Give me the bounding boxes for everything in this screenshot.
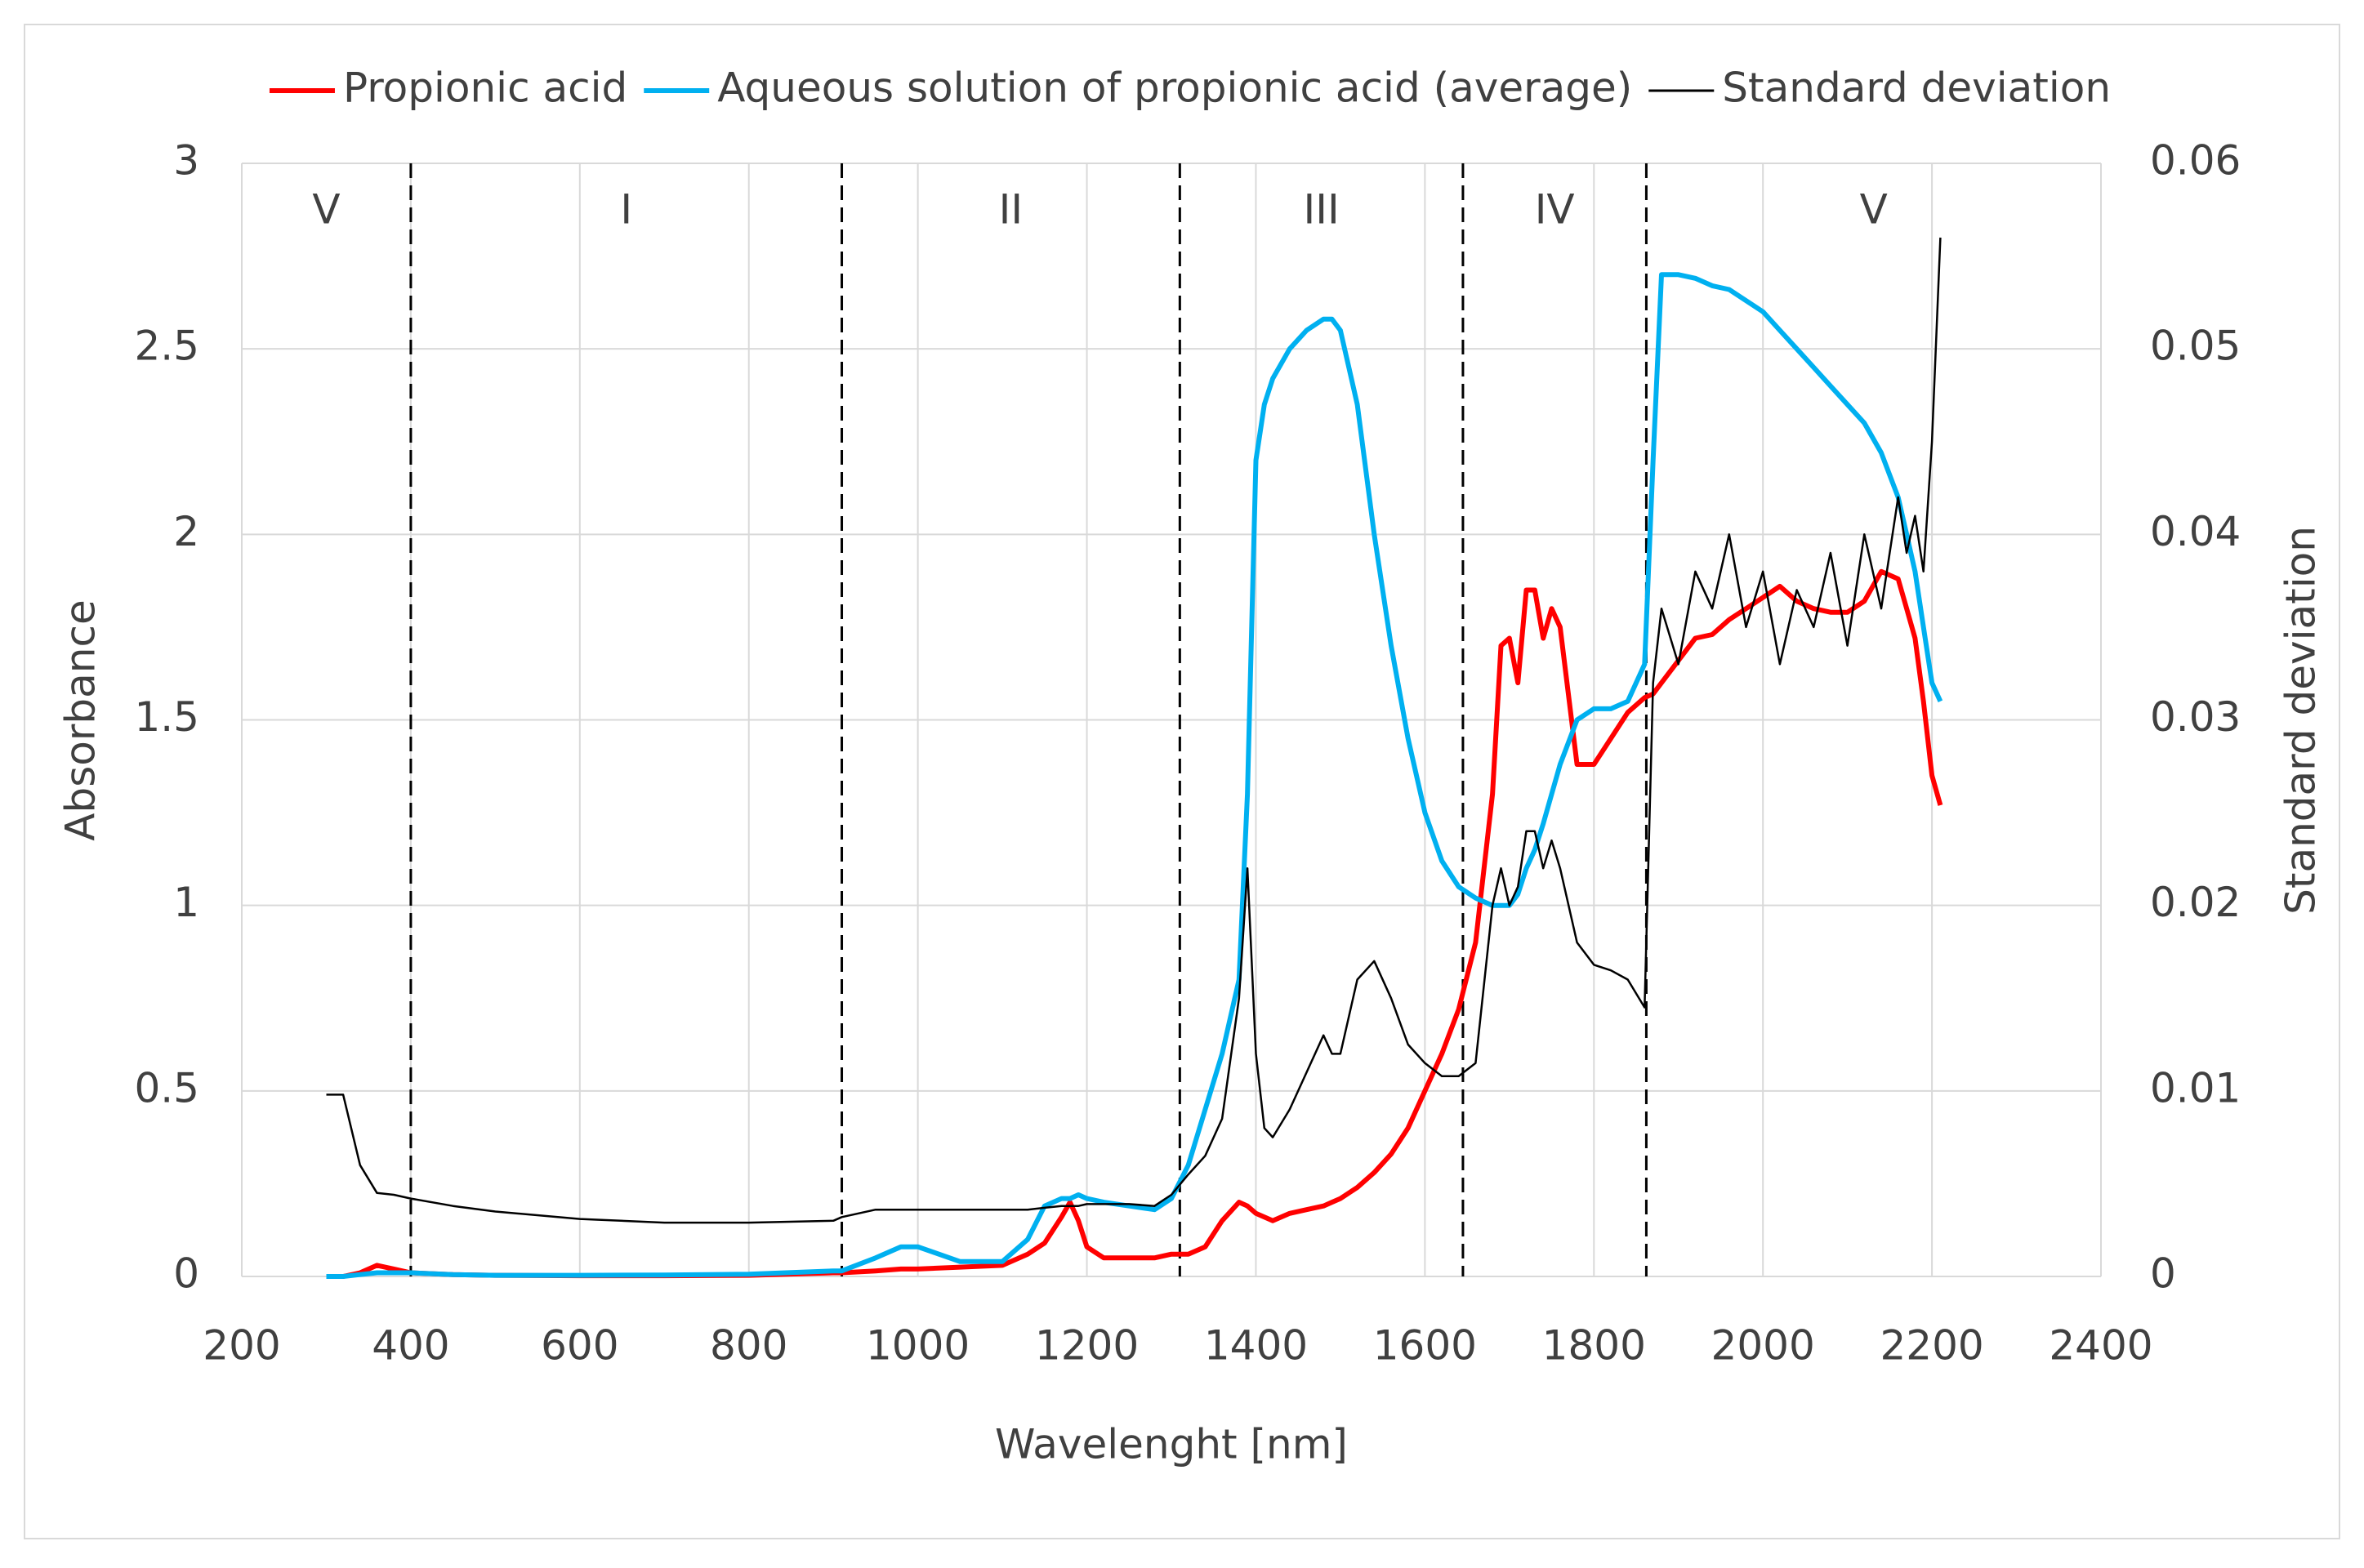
series-line <box>326 237 1942 1224</box>
x-tick-label: 1200 <box>1035 1322 1139 1370</box>
legend-label: Aqueous solution of propionic acid (aver… <box>717 65 1632 112</box>
y-tick-label: 1.5 <box>134 693 199 741</box>
x-tick-label: 2400 <box>2049 1322 2152 1370</box>
x-tick-label: 200 <box>203 1322 280 1370</box>
series-line <box>326 272 1943 1279</box>
chart-border <box>24 24 2340 1539</box>
x-tick-label: 1600 <box>1373 1322 1477 1370</box>
y-tick-label: 0 <box>173 1250 199 1298</box>
y2-axis-title: Standard deviation <box>2277 526 2325 915</box>
x-tick-label: 1400 <box>1204 1322 1308 1370</box>
y2-tick-label: 0.03 <box>2150 693 2241 741</box>
x-axis-title: Wavelenght [nm] <box>995 1421 1348 1468</box>
region-label: III <box>1304 186 1340 234</box>
region-label: V <box>1860 186 1888 234</box>
legend-label: Standard deviation <box>1722 65 2111 112</box>
region-label: IV <box>1535 186 1575 234</box>
x-tick-label: 2000 <box>1711 1322 1815 1370</box>
x-tick-label: 2200 <box>1880 1322 1983 1370</box>
y-tick-label: 1 <box>173 879 199 926</box>
y-tick-label: 2.5 <box>134 323 199 370</box>
region-label: I <box>620 186 632 234</box>
legend-label: Propionic acid <box>343 65 627 112</box>
y-tick-label: 0.5 <box>134 1064 199 1111</box>
x-tick-label: 600 <box>541 1322 618 1370</box>
y2-tick-label: 0.06 <box>2150 137 2241 185</box>
x-tick-label: 400 <box>372 1322 449 1370</box>
y-tick-label: 3 <box>173 137 199 185</box>
y2-tick-label: 0.01 <box>2150 1064 2241 1111</box>
x-tick-label: 1800 <box>1542 1322 1646 1370</box>
x-tick-label: 800 <box>710 1322 787 1370</box>
y-tick-label: 2 <box>173 508 199 555</box>
y-axis-title: Absorbance <box>57 599 105 840</box>
region-label: II <box>999 186 1024 234</box>
region-label: V <box>312 186 340 234</box>
y2-tick-label: 0.02 <box>2150 879 2241 926</box>
y2-tick-label: 0 <box>2150 1250 2176 1298</box>
y2-tick-label: 0.05 <box>2150 323 2241 370</box>
series-line <box>326 568 1943 1279</box>
y2-tick-label: 0.04 <box>2150 508 2241 555</box>
x-tick-label: 1000 <box>866 1322 970 1370</box>
